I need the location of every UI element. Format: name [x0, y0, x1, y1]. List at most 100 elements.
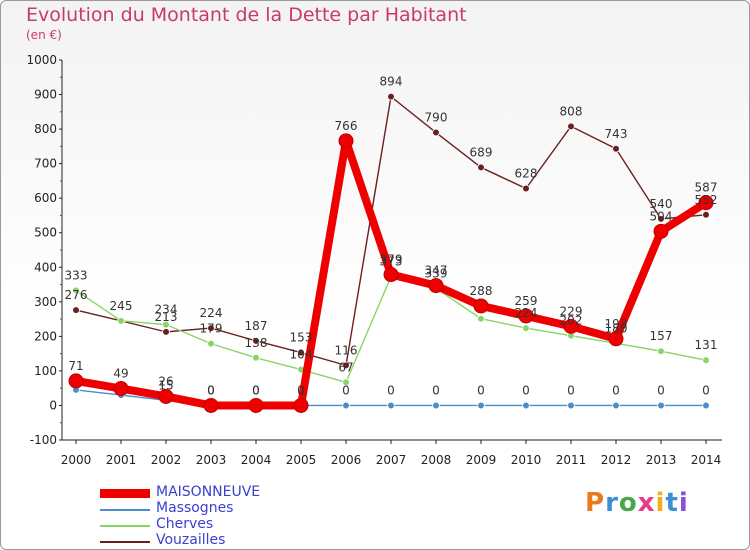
data-label-massognes: 0	[612, 383, 620, 397]
y-tick-label: 0	[49, 398, 57, 412]
y-tick-label: 500	[34, 226, 57, 240]
data-label-maisonneuve: 766	[335, 119, 358, 133]
data-label-cherves: 224	[515, 306, 538, 320]
data-point-maisonneuve	[293, 397, 309, 413]
data-point-vouzailles	[387, 92, 395, 101]
legend-label-maisonneuve: MAISONNEUVE	[156, 484, 261, 500]
data-point-vouzailles	[207, 324, 215, 332]
proxiti-logo: Proxiti	[585, 488, 689, 518]
data-point-massognes	[342, 401, 350, 410]
data-point-cherves	[657, 347, 665, 356]
data-label-cherves: 202	[560, 314, 583, 328]
x-tick-label: 2010	[511, 453, 542, 467]
data-point-cherves	[477, 314, 485, 323]
data-label-cherves: 245	[110, 299, 133, 313]
y-tick-label: 300	[34, 295, 57, 309]
data-label-maisonneuve: 504	[650, 209, 673, 223]
legend-item-massognes: Massognes	[100, 500, 360, 518]
logo-letter: x	[637, 488, 656, 518]
data-point-vouzailles	[612, 144, 620, 153]
data-point-cherves	[252, 353, 260, 362]
chart-axes: -100010020030040050060070080090010002000…	[26, 53, 722, 467]
data-label-massognes: 15	[158, 378, 173, 392]
y-tick-label: 100	[34, 364, 57, 378]
data-point-vouzailles	[702, 210, 710, 219]
data-label-massognes: 0	[387, 383, 395, 397]
data-point-massognes	[702, 401, 710, 410]
data-label-vouzailles: 808	[560, 104, 583, 118]
y-tick-label: -100	[30, 433, 57, 447]
data-point-vouzailles	[522, 184, 530, 193]
x-tick-label: 2003	[196, 453, 227, 467]
data-point-massognes	[612, 401, 620, 410]
logo-letter: i	[655, 488, 666, 518]
data-label-vouzailles: 552	[695, 193, 718, 207]
data-point-maisonneuve	[518, 308, 534, 324]
x-tick-label: 2001	[106, 453, 137, 467]
x-tick-label: 2004	[241, 453, 272, 467]
data-label-maisonneuve: 288	[470, 284, 493, 298]
data-label-massognes: 0	[297, 383, 305, 397]
data-label-cherves: 67	[338, 360, 353, 374]
data-label-cherves: 234	[155, 303, 178, 317]
x-tick-label: 2005	[286, 453, 317, 467]
x-tick-label: 2012	[601, 453, 632, 467]
data-label-vouzailles: 540	[650, 197, 673, 211]
data-point-cherves	[117, 317, 125, 325]
data-point-vouzailles	[297, 348, 305, 357]
data-label-massognes: 0	[567, 383, 575, 397]
chart-series	[68, 92, 714, 413]
data-point-maisonneuve	[158, 388, 174, 404]
data-point-cherves	[72, 286, 80, 295]
data-point-maisonneuve	[698, 195, 714, 211]
data-label-cherves: 373	[380, 255, 403, 269]
data-label-massognes: 0	[477, 383, 485, 397]
chart-title: Evolution du Montant de la Dette par Hab…	[26, 4, 467, 26]
data-point-massognes	[567, 401, 575, 410]
data-label-vouzailles: 276	[65, 288, 88, 302]
data-label-massognes: 0	[432, 383, 440, 397]
y-tick-label: 400	[34, 260, 57, 274]
data-label-massognes: 0	[657, 383, 665, 397]
data-label-vouzailles: 153	[290, 331, 313, 345]
data-point-vouzailles	[252, 337, 260, 345]
data-label-cherves: 180	[605, 321, 628, 335]
chart-legend: MAISONNEUVE Massognes Cherves Vouzailles	[100, 484, 360, 550]
data-label-cherves: 104	[290, 348, 313, 362]
legend-label-massognes: Massognes	[156, 500, 234, 516]
data-point-vouzailles	[657, 215, 665, 223]
x-tick-label: 2002	[151, 453, 182, 467]
data-label-vouzailles: 743	[605, 127, 628, 141]
data-label-vouzailles: 628	[515, 167, 538, 181]
logo-letter: P	[585, 488, 606, 518]
x-tick-label: 2000	[61, 453, 92, 467]
data-point-massognes	[522, 401, 530, 410]
data-label-vouzailles: 790	[425, 111, 448, 125]
data-label-maisonneuve: 229	[560, 304, 583, 318]
legend-item-cherves: Cherves	[100, 516, 360, 534]
data-point-maisonneuve	[203, 397, 219, 413]
data-label-vouzailles: 187	[245, 319, 268, 333]
data-label-massognes: 0	[207, 383, 215, 397]
data-point-maisonneuve	[563, 318, 579, 334]
data-label-maisonneuve: 0	[297, 383, 305, 397]
legend-label-vouzailles: Vouzailles	[156, 532, 226, 548]
data-label-cherves: 157	[650, 329, 673, 343]
data-point-massognes	[387, 401, 395, 410]
data-label-maisonneuve: 587	[695, 181, 718, 195]
data-point-maisonneuve	[653, 223, 669, 239]
data-label-maisonneuve: 71	[68, 359, 83, 373]
data-label-massognes: 0	[522, 383, 530, 397]
x-tick-label: 2011	[556, 453, 587, 467]
y-tick-label: 800	[34, 122, 57, 136]
data-point-maisonneuve	[473, 298, 489, 314]
data-point-cherves	[702, 356, 710, 365]
x-tick-label: 2007	[376, 453, 407, 467]
data-point-cherves	[342, 378, 350, 387]
data-label-maisonneuve: 0	[252, 383, 260, 397]
logo-letter: o	[618, 488, 638, 518]
x-tick-label: 2006	[331, 453, 362, 467]
data-label-cherves: 179	[200, 322, 223, 336]
data-label-cherves: 333	[65, 268, 88, 282]
